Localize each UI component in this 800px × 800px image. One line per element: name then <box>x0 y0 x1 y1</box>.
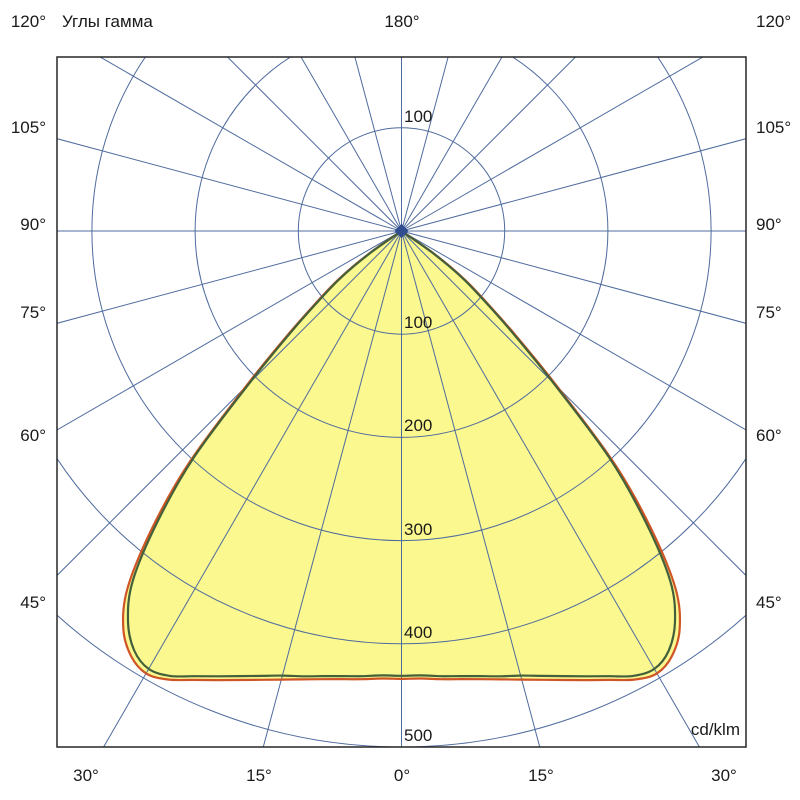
radial-tick-500: 500 <box>404 726 433 745</box>
radial-tick-100-upper: 100 <box>404 107 433 126</box>
chart-title: Углы гамма <box>62 12 153 31</box>
gamma-label-bottom-0: 0° <box>393 766 411 785</box>
radial-tick-200: 200 <box>404 416 433 435</box>
gamma-label-right-75: 75° <box>756 303 782 322</box>
units-label: cd/klm <box>690 720 740 739</box>
radial-tick-100: 100 <box>404 313 433 332</box>
gamma-label-left-60: 60° <box>20 426 46 445</box>
plot-frame <box>56 56 747 748</box>
gamma-label-left-90: 90° <box>20 215 46 234</box>
gamma-label-top-180: 180° <box>384 12 420 31</box>
gamma-label-left-75: 75° <box>20 303 46 322</box>
radial-tick-300: 300 <box>404 520 433 539</box>
gamma-label-right-105: 105° <box>756 118 792 137</box>
gamma-label-left-120: 120° <box>10 12 46 31</box>
gamma-label-bottom-30-left: 30° <box>73 766 99 785</box>
gamma-label-right-60: 60° <box>756 426 782 445</box>
radial-tick-400: 400 <box>404 623 433 642</box>
gamma-label-right-90: 90° <box>756 215 782 234</box>
gamma-label-right-120: 120° <box>756 12 792 31</box>
curve-c90-c270 <box>121 229 682 682</box>
polar-center-marker <box>394 223 409 239</box>
curve-c0-c180 <box>126 229 677 678</box>
gamma-label-left-45: 45° <box>20 593 46 612</box>
gamma-label-bottom-15-right: 15° <box>528 766 554 785</box>
gamma-label-left-105: 105° <box>10 118 46 137</box>
gamma-label-bottom-15-left: 15° <box>246 766 272 785</box>
gamma-label-bottom-30-right: 30° <box>711 766 737 785</box>
gamma-label-right-45: 45° <box>756 593 782 612</box>
